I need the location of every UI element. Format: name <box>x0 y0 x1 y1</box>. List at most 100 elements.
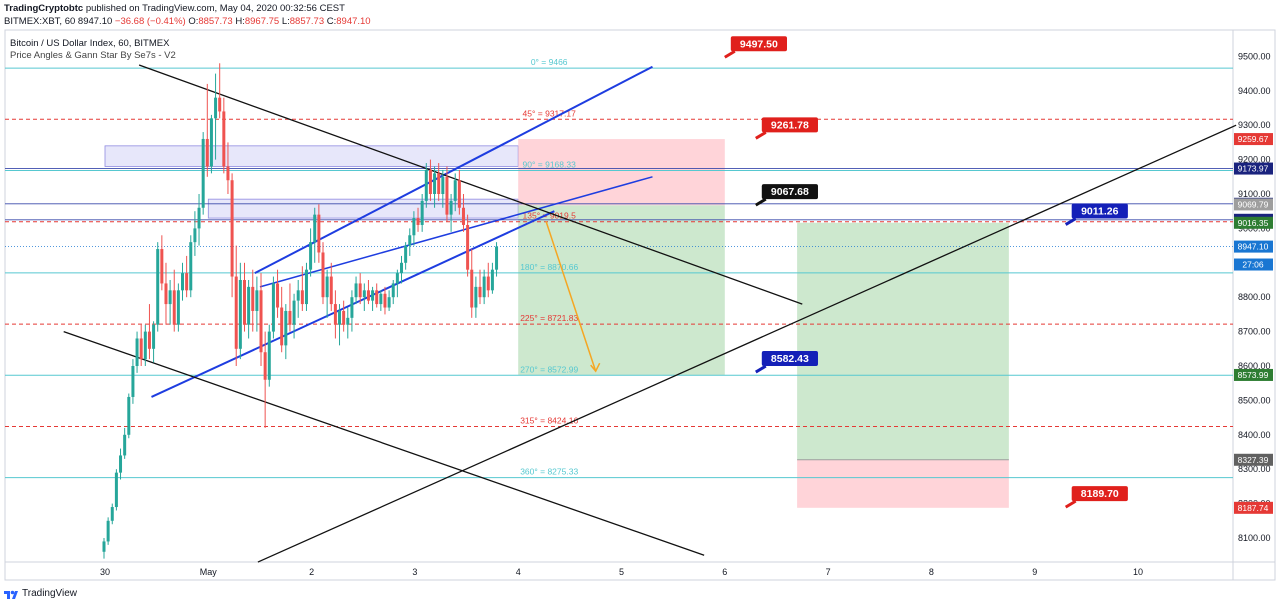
x-tick-label: 8 <box>929 567 934 577</box>
long-position-target <box>797 222 1009 460</box>
candle-body <box>259 290 263 353</box>
candle-body <box>362 290 366 298</box>
candle-body <box>193 228 197 243</box>
price-callout-label: 9011.26 <box>1081 206 1119 218</box>
candle-body <box>147 331 151 349</box>
rising-trendline <box>257 124 1237 563</box>
symbol-line: BITMEX:XBT, 60 <box>4 16 76 27</box>
x-tick-label: 4 <box>516 567 521 577</box>
candle-body <box>437 173 441 194</box>
candle-body <box>280 307 284 346</box>
c-label: C: <box>326 16 337 27</box>
candle-body <box>350 297 354 318</box>
price-callout-label: 9261.78 <box>771 119 809 131</box>
x-tick-label: 7 <box>826 567 831 577</box>
candle-body <box>114 472 118 508</box>
lower-descending-line <box>63 330 705 556</box>
candle-body <box>400 262 404 274</box>
candle-body <box>176 290 180 325</box>
y-tick-label: 8600.00 <box>1238 361 1271 371</box>
candle-body <box>309 242 313 270</box>
candle-body <box>106 520 110 542</box>
candle-body <box>288 310 292 325</box>
candle-body <box>379 293 383 305</box>
l-label: L: <box>281 16 290 27</box>
candle-body <box>247 286 251 325</box>
x-tick-label: May <box>200 567 218 577</box>
candle-body <box>152 324 156 349</box>
chart-legend-title[interactable]: Bitcoin / US Dollar Index, 60, BITMEX <box>10 38 170 49</box>
candle-body <box>255 290 259 311</box>
candle-body <box>160 249 164 284</box>
candle-body <box>197 207 201 229</box>
candle-body <box>412 218 416 236</box>
price-axis-tag <box>1234 133 1273 146</box>
candle-body <box>478 286 482 298</box>
candle-body <box>358 283 362 298</box>
x-tick-label: 2 <box>309 567 314 577</box>
candle-body <box>466 224 470 270</box>
candle-body <box>110 507 114 521</box>
candle-body <box>354 283 358 298</box>
supply-zone <box>104 145 519 167</box>
candle-body <box>428 169 432 194</box>
candle-body <box>420 200 424 225</box>
price-axis-tag <box>1234 216 1273 229</box>
price-axis-tag-label: 9173.97 <box>1238 164 1269 174</box>
candle-body <box>127 396 131 435</box>
candle-body <box>317 214 321 253</box>
price-axis-tag-label: 8947.10 <box>1238 242 1269 252</box>
y-tick-label: 8300.00 <box>1238 464 1271 474</box>
tradingview-brand[interactable]: TradingView <box>4 588 77 599</box>
callout-pointer <box>755 364 767 374</box>
candle-body <box>139 338 143 360</box>
candle-body <box>119 455 123 473</box>
price-callout-box <box>1071 486 1128 502</box>
publisher-name[interactable]: TradingCryptobtc <box>4 3 84 14</box>
open-value: 8857.73 <box>198 16 233 27</box>
candle-body <box>292 300 296 325</box>
candle-body <box>276 283 280 308</box>
candle-body <box>164 283 168 305</box>
candle-body <box>329 276 333 305</box>
candle-body <box>205 138 209 167</box>
candle-body <box>284 310 288 346</box>
y-tick-label: 8100.00 <box>1238 533 1271 543</box>
o-label: O: <box>188 16 199 27</box>
angle-level-label: 90° = 9168.33 <box>523 159 577 169</box>
long-position-stop <box>797 459 1009 508</box>
candle-body <box>168 290 172 305</box>
candle-body <box>209 118 213 167</box>
price-axis-tag-label: 8187.74 <box>1238 503 1269 513</box>
candle-body <box>433 173 437 194</box>
angle-level-label: 135° = 9019.5 <box>523 211 577 221</box>
candle-body <box>457 180 461 208</box>
candle-body <box>271 283 275 332</box>
price-change: −36.68 (−0.41%) <box>114 16 186 27</box>
price-axis-tag <box>1234 198 1273 211</box>
x-tick-label: 10 <box>1133 567 1143 577</box>
y-tick-label: 9300.00 <box>1238 120 1271 130</box>
price-axis-tag-label: 27:06 <box>1242 260 1264 270</box>
price-axis-tag <box>1234 162 1273 175</box>
short-position-stop <box>518 139 725 206</box>
candle-body <box>474 286 478 308</box>
angle-level-label: 360° = 8275.33 <box>520 467 578 477</box>
y-tick-label: 9500.00 <box>1238 51 1271 61</box>
tradingview-brand-text: TradingView <box>22 588 78 599</box>
callout-pointer <box>755 197 767 207</box>
short-position-target <box>518 205 725 375</box>
candle-body <box>156 249 160 325</box>
indicator-legend[interactable]: Price Angles & Gann Star By Se7s - V2 <box>10 50 176 61</box>
x-tick-label: 5 <box>619 567 624 577</box>
candle-body <box>445 176 449 215</box>
candle-body <box>214 97 218 119</box>
published-text: published on TradingView.com, May 04, 20… <box>85 3 345 14</box>
projection-arrowhead <box>590 362 601 373</box>
candle-body <box>371 290 375 301</box>
candle-body <box>300 290 304 305</box>
candle-body <box>143 331 147 360</box>
descending-trendline <box>138 64 803 305</box>
candle-body <box>131 366 135 397</box>
